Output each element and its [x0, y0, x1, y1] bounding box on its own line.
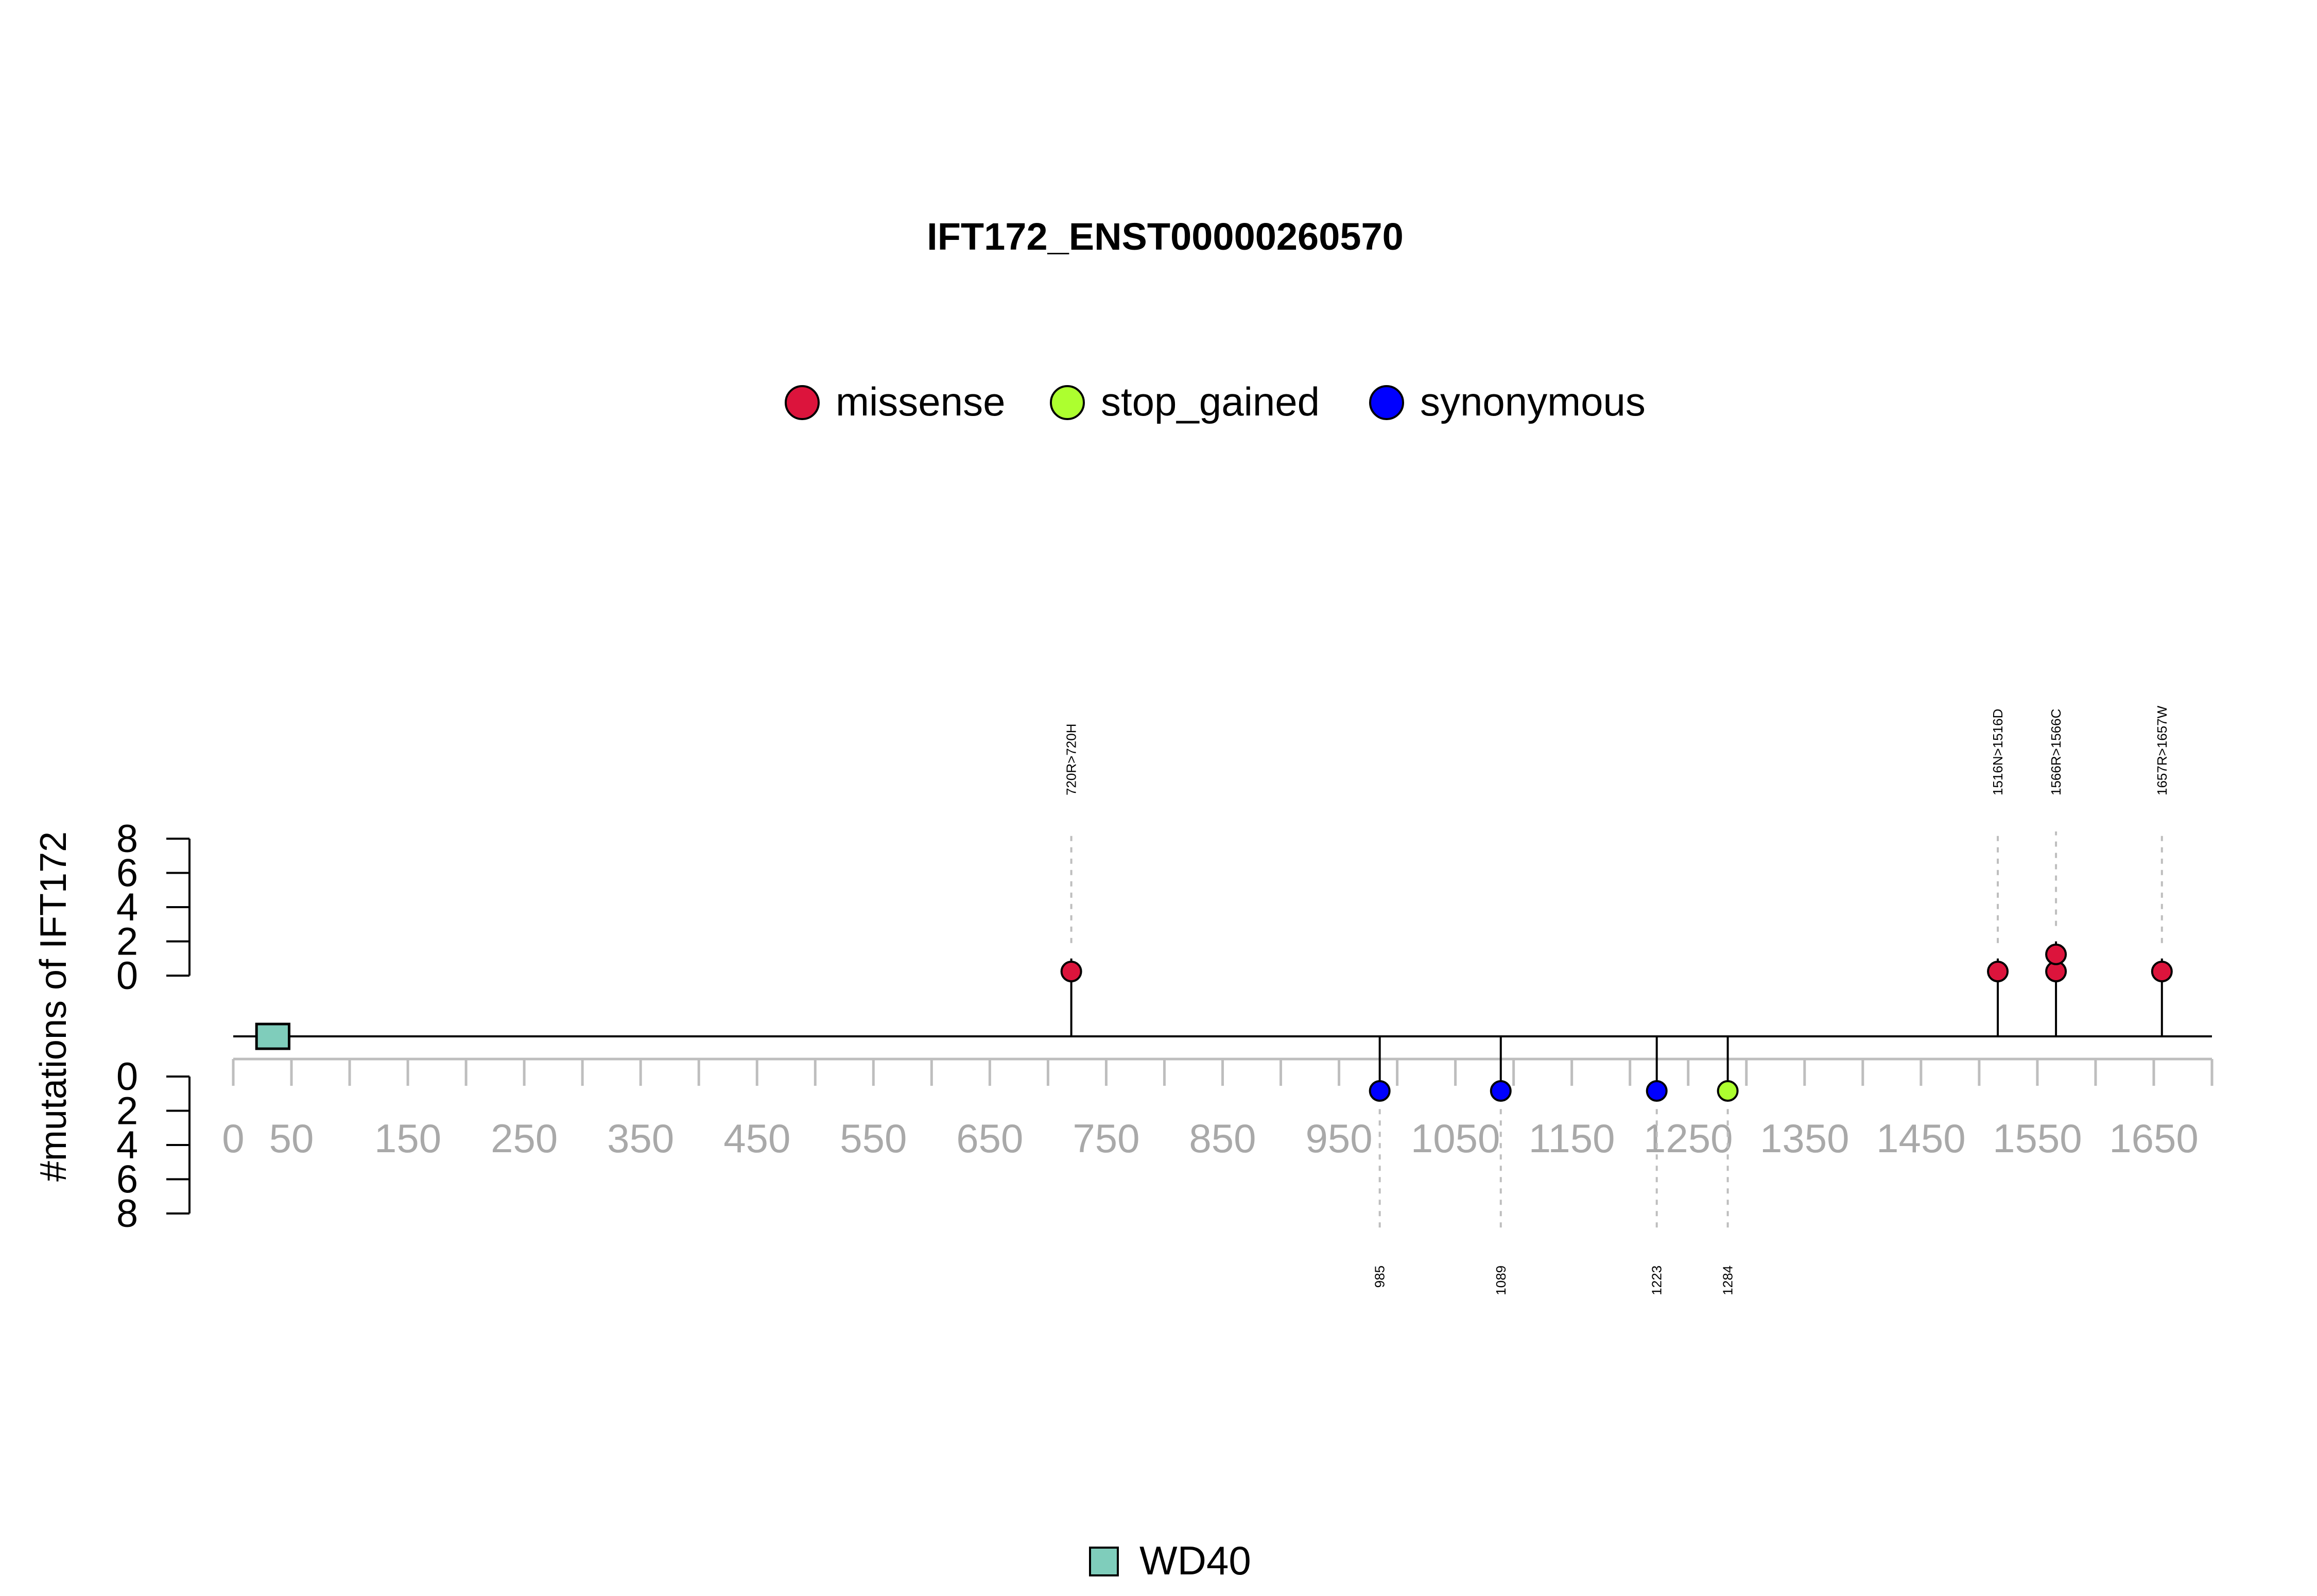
- chart-marks: 720R>720H 1516N>1516D 1566R>1566C 1657R>165…: [255, 705, 2173, 1295]
- x-tick-label-150: 150: [374, 1116, 441, 1161]
- x-tick-label-1650: 1650: [2109, 1116, 2199, 1161]
- upper-y-tick-label-8: 8: [116, 817, 138, 861]
- x-tick-label-1150: 1150: [1529, 1116, 1615, 1161]
- mutation-point-1284-1: [1717, 1080, 1739, 1102]
- mutation-point-1089-1: [1490, 1080, 1512, 1102]
- mutation-label-1284: 1284: [1720, 1265, 1736, 1295]
- legend-marker-stop_gained: [1050, 385, 1085, 420]
- upper-y-tick-label-0: 0: [116, 954, 138, 998]
- mutation-point-1516-1: [1987, 961, 2009, 982]
- x-tick-label-750: 750: [1073, 1116, 1139, 1161]
- y-axis-label: #mutations of IFT172: [33, 831, 74, 1182]
- mutation-label-1516: 1516N>1516D: [1990, 709, 2005, 795]
- mutation-point-985-1: [1369, 1080, 1391, 1102]
- lower-y-tick-label-4: 4: [116, 1123, 138, 1167]
- x-tick-label-50: 50: [269, 1116, 314, 1161]
- mutation-label-720: 720R>720H: [1064, 724, 1079, 796]
- domain-legend-swatch-WD40: [1089, 1547, 1119, 1576]
- mutation-label-1657: 1657R>1657W: [2154, 705, 2170, 795]
- x-tick-label-1450: 1450: [1876, 1116, 1966, 1161]
- mutation-point-1223-1: [1646, 1080, 1668, 1102]
- mutation-label-1566: 1566R>1566C: [2048, 709, 2064, 795]
- legend-label-synonymous: synonymous: [1420, 379, 1646, 424]
- lower-y-tick-label-2: 2: [116, 1089, 138, 1133]
- mutation-point-720-1: [1060, 961, 1082, 982]
- x-tick-label-550: 550: [840, 1116, 907, 1161]
- x-tick-label-850: 850: [1189, 1116, 1256, 1161]
- x-tick-label-650: 650: [956, 1116, 1023, 1161]
- x-tick-label-0: 0: [222, 1116, 244, 1161]
- mutation-label-985: 985: [1372, 1265, 1388, 1288]
- lower-y-tick-label-6: 6: [116, 1158, 138, 1202]
- mutation-label-1089: 1089: [1493, 1265, 1509, 1295]
- upper-y-tick-label-2: 2: [116, 920, 138, 964]
- domain-legend-label-WD40: WD40: [1139, 1538, 1251, 1583]
- chart-title: IFT172_ENST00000260570: [927, 215, 1404, 258]
- lower-y-tick-label-8: 8: [116, 1192, 138, 1236]
- mutation-point-1566-2: [2045, 943, 2067, 965]
- domain-legend: WD40: [1089, 1538, 1251, 1583]
- lower-y-tick-label-0: 0: [116, 1055, 138, 1099]
- x-tick-label-1250: 1250: [1644, 1116, 1733, 1161]
- x-tick-label-1550: 1550: [1993, 1116, 2082, 1161]
- domain-WD40: [255, 1022, 291, 1050]
- legend-marker-synonymous: [1369, 385, 1404, 420]
- x-tick-label-450: 450: [723, 1116, 790, 1161]
- upper-y-tick-label-6: 6: [116, 852, 138, 895]
- x-tick-label-950: 950: [1305, 1116, 1372, 1161]
- legend-label-stop_gained: stop_gained: [1101, 379, 1320, 424]
- axes: 0 50 150 250 350 450 550 650 750 850 950 1050 1150 12…: [116, 817, 2214, 1236]
- x-tick-label-350: 350: [607, 1116, 674, 1161]
- upper-y-tick-label-4: 4: [116, 886, 138, 929]
- x-tick-label-250: 250: [491, 1116, 558, 1161]
- legend-label-missense: missense: [836, 379, 1005, 424]
- legend-marker-missense: [785, 385, 820, 420]
- mutation-label-1223: 1223: [1649, 1265, 1665, 1295]
- mutation-point-1657-1: [2151, 961, 2173, 982]
- x-tick-label-1350: 1350: [1760, 1116, 1849, 1161]
- legend: missense stop_gained synonymous: [785, 379, 1646, 424]
- x-tick-label-1050: 1050: [1411, 1116, 1500, 1161]
